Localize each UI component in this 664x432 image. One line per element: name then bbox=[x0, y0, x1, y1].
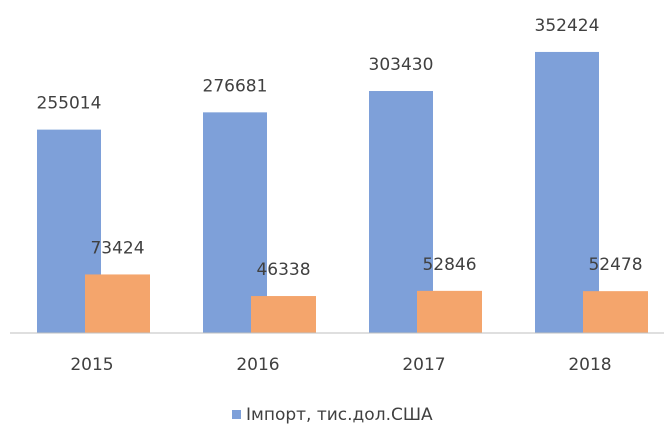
x-tick-label: 2017 bbox=[402, 355, 445, 375]
data-label: 52478 bbox=[588, 255, 642, 275]
data-label: 255014 bbox=[37, 94, 102, 114]
x-tick-label: 2016 bbox=[236, 355, 279, 375]
bar bbox=[417, 290, 482, 333]
bar bbox=[85, 274, 150, 333]
data-label: 73424 bbox=[90, 238, 144, 258]
data-label: 303430 bbox=[369, 55, 434, 75]
bar bbox=[535, 51, 599, 333]
legend-label: Імпорт, тис.дол.США bbox=[246, 405, 433, 425]
x-tick-label: 2018 bbox=[568, 355, 611, 375]
data-label: 46338 bbox=[256, 260, 310, 280]
bar bbox=[251, 296, 316, 333]
data-label: 276681 bbox=[203, 76, 268, 96]
bar bbox=[583, 291, 648, 333]
x-tick-label: 2015 bbox=[70, 355, 113, 375]
data-label: 52846 bbox=[422, 255, 476, 275]
data-label: 352424 bbox=[535, 16, 600, 36]
legend-swatch bbox=[232, 410, 241, 419]
